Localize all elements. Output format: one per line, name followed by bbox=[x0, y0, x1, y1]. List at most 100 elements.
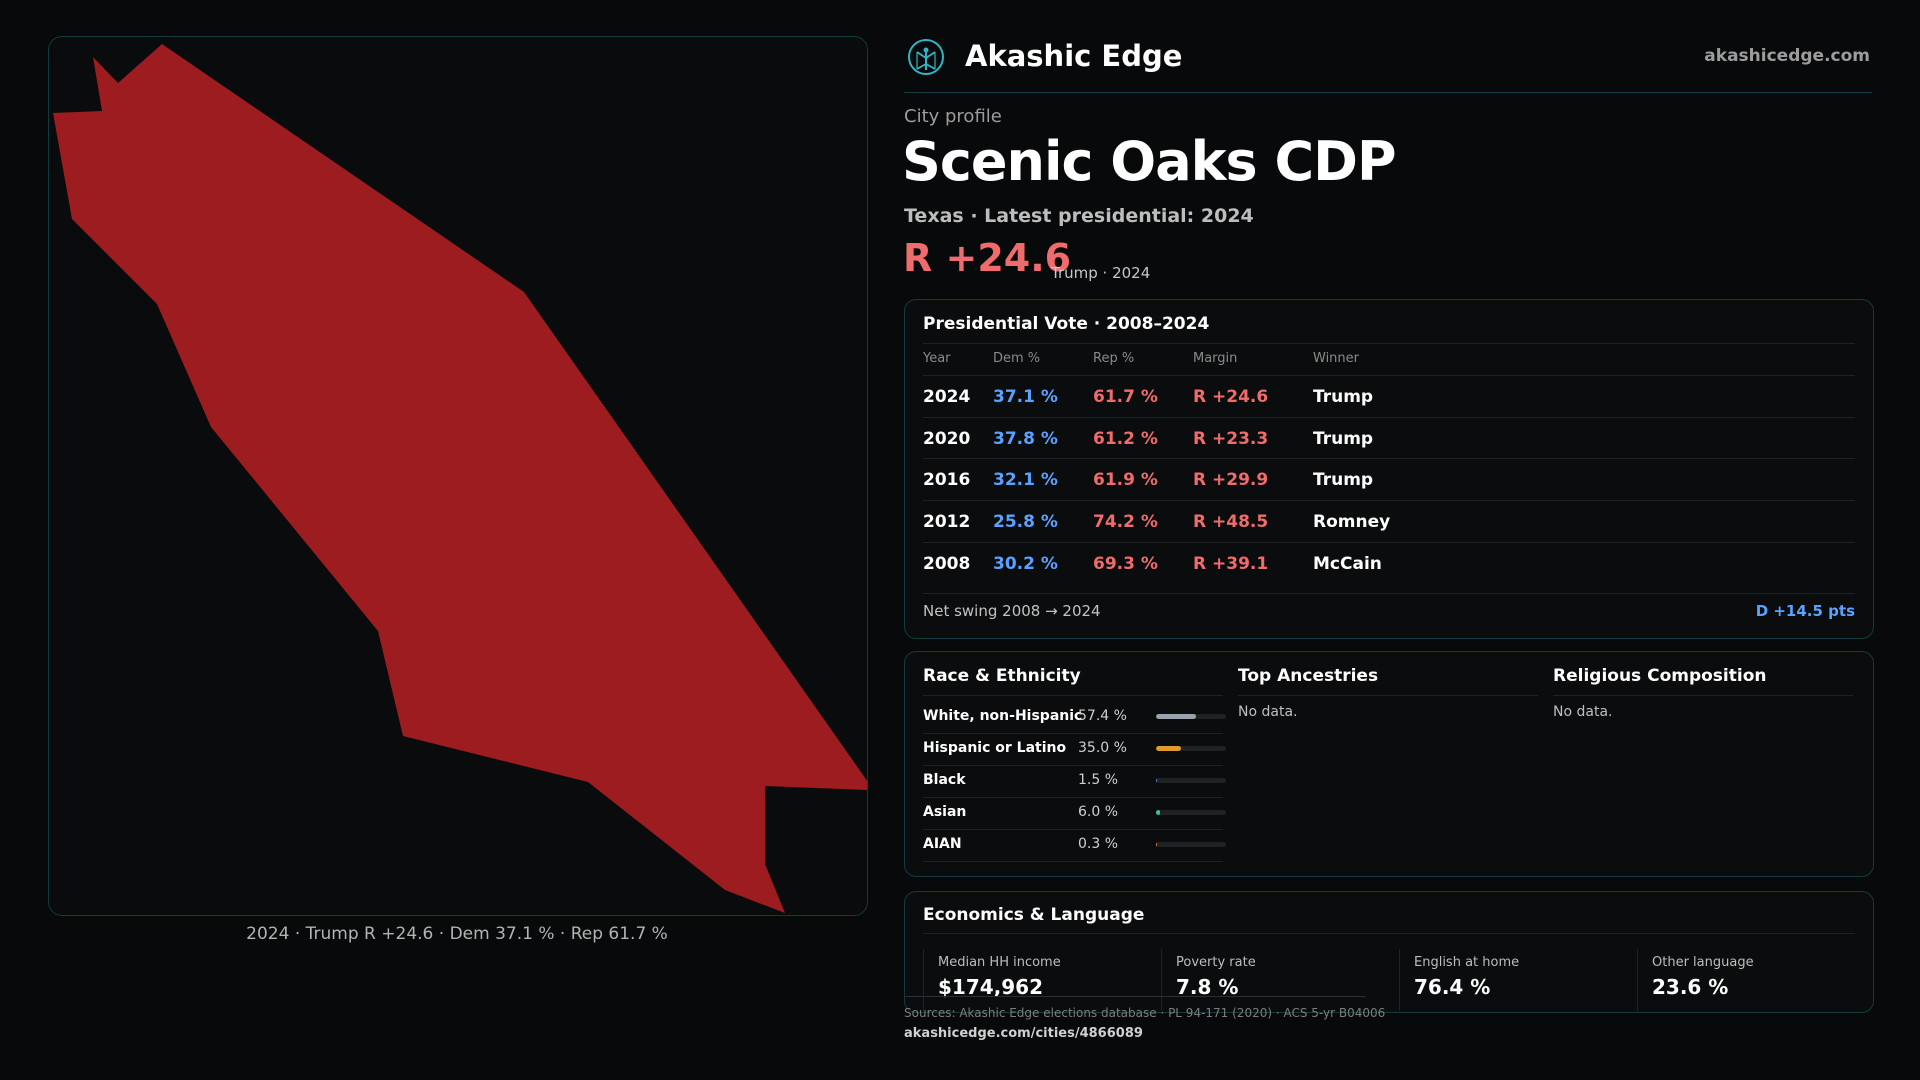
race-label: Asian bbox=[923, 804, 967, 820]
row-margin: R +29.9 bbox=[1193, 470, 1269, 490]
row-dem: 37.1 % bbox=[993, 387, 1058, 407]
row-winner: Romney bbox=[1313, 512, 1391, 532]
page-subtitle: Texas · Latest presidential: 2024 bbox=[904, 205, 1254, 227]
page-title: Scenic Oaks CDP bbox=[902, 130, 1397, 193]
stat-label: Poverty rate bbox=[1176, 955, 1256, 970]
col-header-winner: Winner bbox=[1313, 351, 1360, 366]
row-dem: 37.8 % bbox=[993, 429, 1058, 449]
stat-other-language: Other language 23.6 % bbox=[1637, 949, 1876, 1011]
race-bar bbox=[1156, 842, 1226, 847]
tree-of-life-logo-icon[interactable] bbox=[907, 38, 945, 76]
race-label: Black bbox=[923, 772, 966, 788]
col-header-dem: Dem % bbox=[993, 351, 1041, 366]
row-winner: Trump bbox=[1313, 387, 1374, 407]
stat-value: $174,962 bbox=[938, 975, 1044, 999]
row-winner: Trump bbox=[1313, 429, 1374, 449]
row-winner: Trump bbox=[1313, 470, 1374, 490]
race-label: White, non-Hispanic bbox=[923, 708, 1083, 724]
header: Akashic Edge akashicedge.com bbox=[904, 36, 1872, 93]
race-pct: 0.3 % bbox=[1078, 836, 1119, 852]
row-rep: 61.2 % bbox=[1093, 429, 1158, 449]
race-bar-fill bbox=[1156, 746, 1181, 751]
table-row: 2020 37.8 % 61.2 % R +23.3 Trump bbox=[923, 417, 1855, 459]
col-header-margin: Margin bbox=[1193, 351, 1238, 366]
race-label: AIAN bbox=[923, 836, 962, 852]
race-bar-fill bbox=[1156, 778, 1158, 783]
latest-margin-sub: Trump · 2024 bbox=[1051, 264, 1151, 282]
divider bbox=[923, 695, 1223, 696]
race-bar bbox=[1156, 778, 1226, 783]
stat-median-income: Median HH income $174,962 bbox=[923, 949, 1162, 1011]
race-label: Hispanic or Latino bbox=[923, 740, 1067, 756]
race-row: White, non-Hispanic 57.4 % bbox=[923, 701, 1226, 734]
divider bbox=[904, 996, 1366, 997]
row-year: 2016 bbox=[923, 470, 971, 490]
row-winner: McCain bbox=[1313, 554, 1382, 574]
race-pct: 35.0 % bbox=[1078, 740, 1127, 756]
permalink[interactable]: akashicedge.com/cities/4866089 bbox=[904, 1026, 1143, 1041]
race-bar-fill bbox=[1156, 714, 1197, 719]
race-bar bbox=[1156, 714, 1226, 719]
row-dem: 32.1 % bbox=[993, 470, 1058, 490]
race-bar bbox=[1156, 746, 1226, 751]
row-margin: R +39.1 bbox=[1193, 554, 1269, 574]
sources-note: Sources: Akashic Edge elections database… bbox=[904, 1006, 1386, 1020]
site-link[interactable]: akashicedge.com bbox=[1704, 46, 1870, 66]
stat-english-at-home: English at home 76.4 % bbox=[1399, 949, 1638, 1011]
brand-name[interactable]: Akashic Edge bbox=[965, 39, 1183, 73]
row-year: 2020 bbox=[923, 429, 971, 449]
page-kicker: City profile bbox=[904, 106, 1002, 127]
race-title: Race & Ethnicity bbox=[923, 666, 1081, 686]
race-pct: 57.4 % bbox=[1078, 708, 1127, 724]
presidential-vote-title: Presidential Vote · 2008–2024 bbox=[923, 314, 1210, 334]
row-margin: R +24.6 bbox=[1193, 387, 1269, 407]
map-panel bbox=[48, 36, 868, 916]
col-header-year: Year bbox=[923, 351, 951, 366]
demographics-card: Race & Ethnicity White, non-Hispanic 57.… bbox=[904, 651, 1874, 877]
net-swing-value: D +14.5 pts bbox=[1755, 602, 1855, 620]
stat-label: English at home bbox=[1414, 955, 1520, 970]
table-row: 2024 37.1 % 61.7 % R +24.6 Trump bbox=[923, 375, 1855, 417]
stat-value: 23.6 % bbox=[1652, 975, 1729, 999]
ancestries-empty: No data. bbox=[1238, 704, 1298, 720]
race-row: Hispanic or Latino 35.0 % bbox=[923, 733, 1226, 766]
city-boundary-map bbox=[53, 44, 867, 913]
map-caption: 2024 · Trump R +24.6 · Dem 37.1 % · Rep … bbox=[246, 924, 668, 944]
religion-title: Religious Composition bbox=[1553, 666, 1767, 686]
divider bbox=[1238, 695, 1538, 696]
latest-margin: R +24.6 bbox=[903, 236, 1072, 280]
divider bbox=[923, 933, 1855, 934]
col-header-rep: Rep % bbox=[1093, 351, 1135, 366]
race-bar-fill bbox=[1156, 810, 1161, 815]
row-rep: 69.3 % bbox=[1093, 554, 1158, 574]
row-year: 2012 bbox=[923, 512, 971, 532]
stat-value: 76.4 % bbox=[1414, 975, 1491, 999]
economics-card: Economics & Language Median HH income $1… bbox=[904, 891, 1874, 1013]
stat-poverty-rate: Poverty rate 7.8 % bbox=[1161, 949, 1400, 1011]
net-swing-label: Net swing 2008 → 2024 bbox=[923, 602, 1101, 620]
row-year: 2024 bbox=[923, 387, 971, 407]
row-year: 2008 bbox=[923, 554, 971, 574]
row-rep: 61.9 % bbox=[1093, 470, 1158, 490]
race-row: AIAN 0.3 % bbox=[923, 829, 1226, 862]
table-row: 2016 32.1 % 61.9 % R +29.9 Trump bbox=[923, 458, 1855, 500]
table-row: 2012 25.8 % 74.2 % R +48.5 Romney bbox=[923, 500, 1855, 542]
divider bbox=[923, 593, 1855, 594]
race-bar-fill bbox=[1156, 842, 1158, 847]
economics-title: Economics & Language bbox=[923, 905, 1145, 925]
race-pct: 1.5 % bbox=[1078, 772, 1119, 788]
table-row: 2008 30.2 % 69.3 % R +39.1 McCain bbox=[923, 542, 1855, 584]
race-row: Asian 6.0 % bbox=[923, 797, 1226, 830]
divider bbox=[1553, 695, 1853, 696]
city-boundary-shape[interactable] bbox=[53, 44, 867, 913]
row-dem: 25.8 % bbox=[993, 512, 1058, 532]
row-dem: 30.2 % bbox=[993, 554, 1058, 574]
stat-label: Median HH income bbox=[938, 955, 1061, 970]
stat-label: Other language bbox=[1652, 955, 1754, 970]
race-row: Black 1.5 % bbox=[923, 765, 1226, 798]
stat-value: 7.8 % bbox=[1176, 975, 1239, 999]
row-margin: R +23.3 bbox=[1193, 429, 1269, 449]
row-margin: R +48.5 bbox=[1193, 512, 1269, 532]
ancestries-title: Top Ancestries bbox=[1238, 666, 1379, 686]
row-rep: 61.7 % bbox=[1093, 387, 1158, 407]
